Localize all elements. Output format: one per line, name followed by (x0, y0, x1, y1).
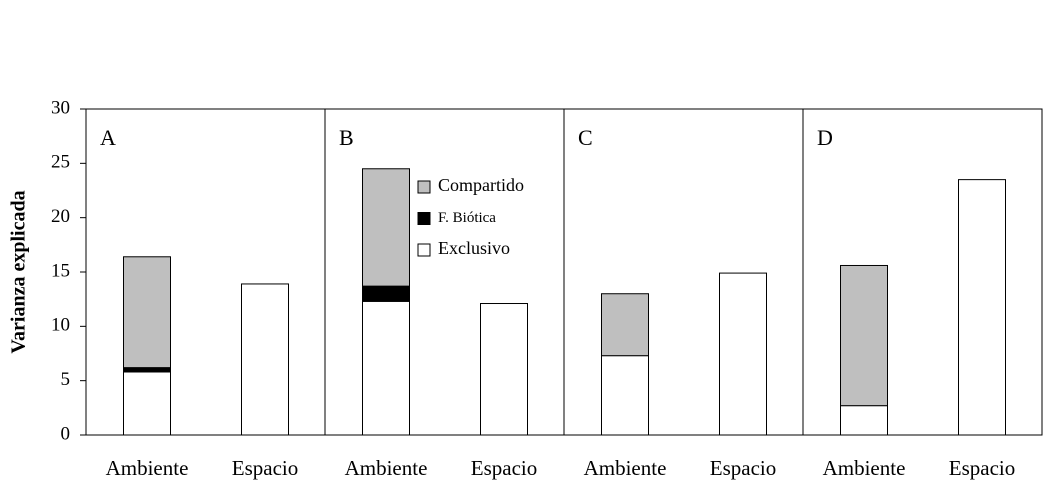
panel-frame (85, 108, 326, 436)
legend-label: Compartido (438, 175, 524, 195)
panel-title: D (817, 125, 833, 150)
bar-segment (958, 179, 1006, 436)
x-tick-label: Ambiente (823, 456, 906, 480)
y-tick-label: 20 (51, 206, 70, 227)
bar-segment (123, 367, 171, 373)
panel-frame (802, 108, 1043, 436)
bar-segment (719, 272, 767, 436)
panel-frame (563, 108, 804, 436)
panel-title: A (100, 125, 116, 150)
legend-swatch (417, 212, 431, 225)
bar-segment (362, 168, 410, 287)
legend-swatch (417, 243, 431, 257)
x-tick-label: Espacio (710, 456, 776, 480)
bar-segment (601, 355, 649, 436)
bar-segment (840, 405, 888, 436)
x-tick-label: Espacio (949, 456, 1015, 480)
x-tick-label: Ambiente (345, 456, 428, 480)
bar-segment (123, 256, 171, 369)
y-axis-label: Varianza explicada (8, 190, 30, 353)
y-tick-label: 30 (51, 97, 70, 118)
x-tick-label: Espacio (232, 456, 298, 480)
legend-label: F. Biótica (438, 210, 496, 226)
bar-segment (480, 303, 528, 436)
x-tick-label: Ambiente (584, 456, 667, 480)
bar-segment (362, 285, 410, 302)
y-tick-label: 25 (51, 152, 70, 173)
y-tick-label: 10 (51, 315, 70, 336)
y-tick-label: 0 (61, 423, 71, 444)
bar-segment (601, 293, 649, 357)
bar-segment (123, 371, 171, 436)
legend-label: Exclusivo (438, 238, 510, 258)
panel-title: C (578, 125, 593, 150)
bar-segment (362, 300, 410, 436)
panel-frame (324, 108, 565, 436)
x-tick-label: Ambiente (106, 456, 189, 480)
y-tick-label: 15 (51, 260, 70, 281)
y-tick-label: 5 (61, 369, 71, 390)
x-tick-label: Espacio (471, 456, 537, 480)
legend-swatch (417, 180, 431, 194)
bar-segment (241, 283, 289, 436)
panel-title: B (339, 125, 354, 150)
bar-segment (840, 264, 888, 407)
